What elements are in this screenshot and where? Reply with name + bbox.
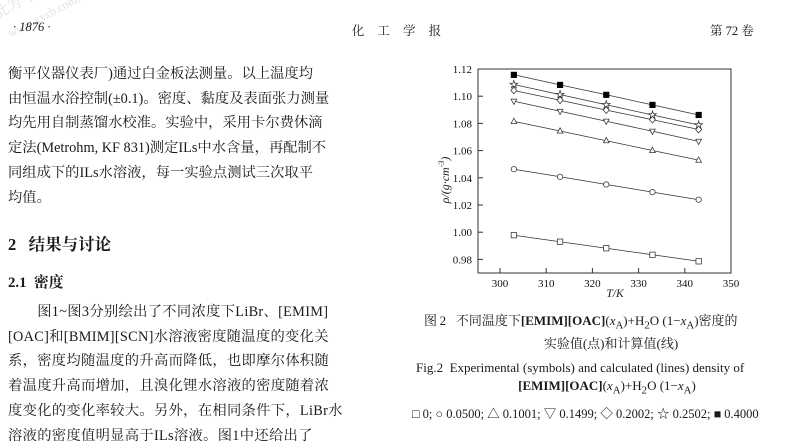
svg-text:1.00: 1.00 xyxy=(453,227,473,239)
svg-text:330: 330 xyxy=(630,278,647,290)
svg-text:1.12: 1.12 xyxy=(453,64,472,76)
svg-text:0.98: 0.98 xyxy=(453,254,473,266)
svg-text:310: 310 xyxy=(538,278,555,290)
svg-text:1.08: 1.08 xyxy=(453,118,473,130)
svg-text:340: 340 xyxy=(677,278,694,290)
svg-text:1.06: 1.06 xyxy=(453,146,473,158)
svg-text:1.02: 1.02 xyxy=(453,200,472,212)
svg-text:300: 300 xyxy=(492,278,509,290)
svg-text:1.10: 1.10 xyxy=(453,91,473,103)
svg-text:1.04: 1.04 xyxy=(453,173,473,185)
svg-text:320: 320 xyxy=(584,278,601,290)
svg-text:350: 350 xyxy=(723,278,740,290)
